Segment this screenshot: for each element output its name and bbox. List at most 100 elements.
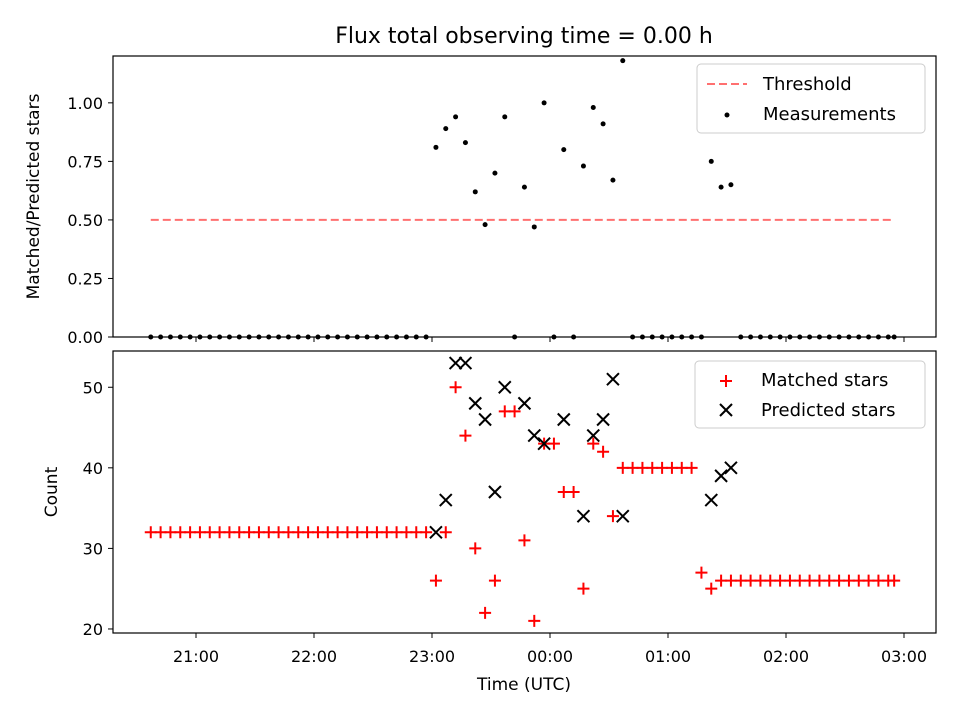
measurement-point: [639, 334, 645, 340]
measurement-point: [698, 334, 704, 340]
predicted-star-marker: [448, 356, 463, 370]
measurement-point: [630, 334, 636, 340]
matched-legend-label: Matched stars: [761, 370, 888, 391]
matched-star-marker: [469, 542, 482, 555]
predicted-star-marker: [488, 485, 502, 499]
measurement-point: [679, 334, 685, 340]
top-y-tick-label: 0.00: [67, 328, 103, 347]
measurement-point: [728, 182, 734, 188]
measurement-point: [187, 334, 193, 340]
bottom-y-tick-label: 50: [83, 378, 103, 397]
measurement-point: [177, 334, 183, 340]
matched-star-marker: [439, 526, 452, 539]
top-plot-area: [148, 58, 897, 340]
matched-star-marker: [888, 574, 901, 587]
measurement-point: [325, 334, 331, 340]
predicted-star-marker: [704, 493, 718, 507]
predicted-star-marker: [714, 469, 728, 483]
measurement-point: [167, 334, 173, 340]
matched-star-marker: [528, 614, 541, 627]
predicted-star-marker: [468, 396, 482, 411]
measurement-point: [797, 334, 803, 340]
measurement-point: [757, 334, 763, 340]
measurement-point: [541, 100, 547, 106]
predicted-star-marker: [724, 461, 738, 475]
matched-star-marker: [587, 437, 600, 450]
chart-title: Flux total observing time = 0.00 h: [335, 24, 713, 49]
measurement-point: [866, 334, 872, 340]
measurement-point: [462, 140, 468, 146]
measurement-point: [384, 334, 390, 340]
measurement-point: [836, 334, 842, 340]
measurement-point: [502, 114, 508, 120]
bottom-panel-frame: [112, 350, 937, 634]
predicted-star-marker: [517, 396, 532, 411]
x-tick-label: 21:00: [173, 647, 219, 666]
x-tick-label: 23:00: [409, 647, 455, 666]
measurement-point: [816, 334, 822, 340]
top-legend: Threshold Measurements: [696, 63, 926, 134]
measurement-point: [472, 189, 478, 195]
measurement-point: [226, 334, 232, 340]
top-y-tick-label: 0.25: [67, 269, 103, 288]
measurement-point: [315, 334, 321, 340]
measurement-point: [649, 334, 655, 340]
bottom-plot-area: [144, 356, 901, 627]
matched-star-marker: [479, 606, 492, 619]
measurement-point: [217, 334, 223, 340]
predicted-star-marker: [576, 509, 591, 523]
x-tick-label: 02:00: [763, 647, 809, 666]
measurement-point: [600, 121, 606, 127]
measurement-point: [197, 334, 203, 340]
matched-star-marker: [547, 437, 560, 450]
measurement-point: [276, 334, 282, 340]
bottom-y-tick-label: 30: [83, 539, 103, 558]
predicted-star-marker: [537, 436, 551, 451]
top-y-tick-label: 0.75: [67, 152, 103, 171]
matched-star-marker: [577, 582, 590, 595]
measurement-point: [295, 334, 301, 340]
bottom-y-axis-label: Count: [42, 466, 62, 517]
bottom-y-axis: 20 30 40 50: [83, 378, 113, 639]
measurement-point: [689, 334, 695, 340]
predicted-legend-label: Predicted stars: [761, 400, 895, 421]
matched-star-marker: [685, 461, 698, 474]
measurement-point: [433, 144, 439, 150]
matched-star-marker: [420, 526, 433, 539]
measurement-point: [718, 184, 724, 190]
top-y-axis-label: Matched/Predicted stars: [24, 93, 44, 299]
measurement-point: [610, 177, 616, 183]
measurement-point: [423, 334, 429, 340]
measurement-point: [453, 114, 459, 120]
measurement-point: [807, 334, 813, 340]
measurement-point: [256, 334, 262, 340]
x-tick-label: 01:00: [645, 647, 691, 666]
measurement-point: [354, 334, 360, 340]
matched-star-marker: [449, 381, 462, 394]
bottom-x-axis: 21:00 22:00 23:00 00:00 01:00 02:00 03:00: [173, 633, 927, 666]
measurement-point: [846, 334, 852, 340]
measurement-point: [492, 170, 498, 176]
matched-star-marker: [606, 510, 619, 523]
matched-star-marker: [508, 405, 521, 418]
measurement-point: [787, 334, 793, 340]
predicted-star-marker: [586, 428, 600, 443]
matched-star-marker: [518, 534, 531, 547]
measurements-legend-label: Measurements: [763, 104, 896, 125]
measurement-point: [891, 334, 897, 340]
measurement-point: [285, 334, 291, 340]
measurement-point: [590, 105, 596, 111]
measurement-point: [246, 334, 252, 340]
measurement-point: [148, 334, 154, 340]
measurement-point: [856, 334, 862, 340]
measurement-point: [885, 334, 891, 340]
predicted-star-marker: [596, 412, 610, 427]
x-tick-label: 00:00: [527, 647, 573, 666]
measurement-point: [531, 224, 537, 230]
measurement-point: [394, 334, 400, 340]
measurement-point: [748, 334, 754, 340]
matched-star-marker: [567, 486, 580, 498]
matched-legend-marker: [720, 375, 732, 387]
measurement-point: [738, 334, 744, 340]
measurement-point: [335, 334, 341, 340]
